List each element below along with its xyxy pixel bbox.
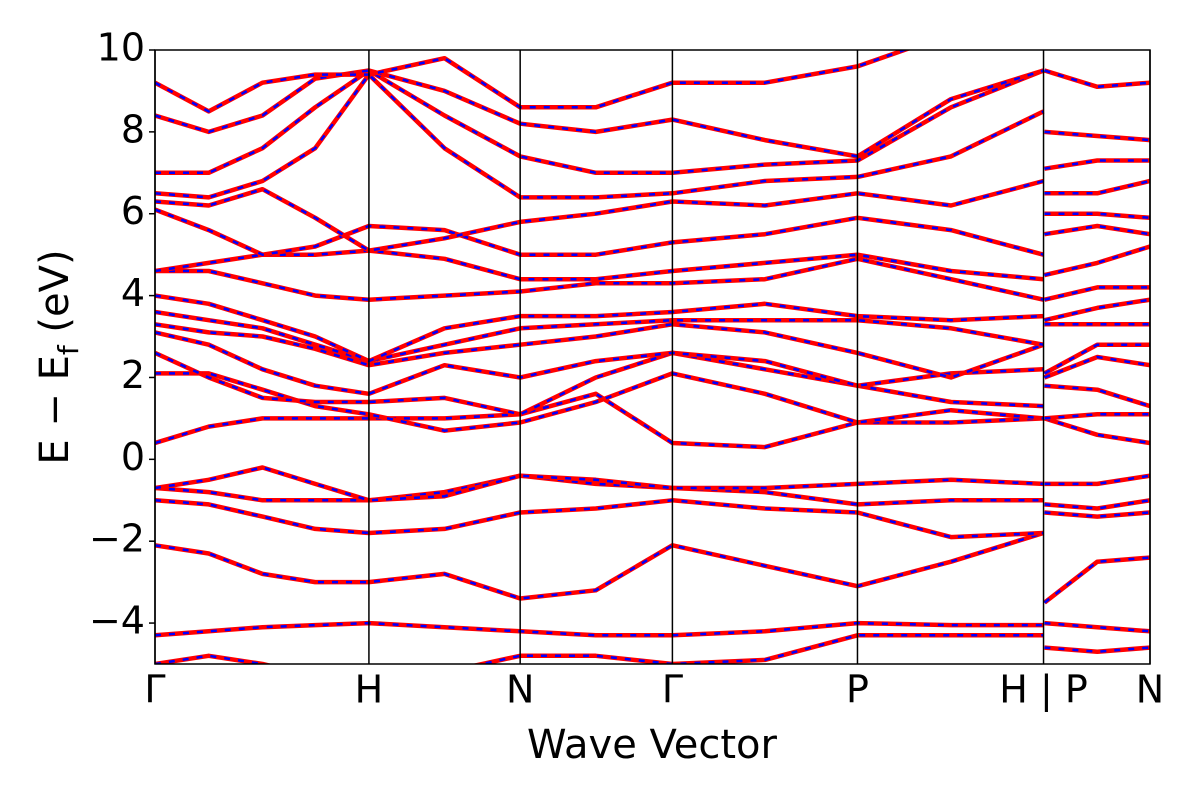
y-tick-label: −2 <box>89 517 145 561</box>
x-tick-label: Γ <box>662 668 683 712</box>
y-tick-label: −4 <box>89 599 145 643</box>
y-tick-label: 2 <box>121 353 145 397</box>
band-overlay <box>155 323 1150 379</box>
band-overlay <box>155 310 1150 363</box>
bands <box>155 50 1150 664</box>
band-overlay <box>155 208 1150 256</box>
band-line <box>155 72 1150 200</box>
y-label-suffix: (eV) <box>32 249 78 345</box>
band-overlay <box>155 372 1150 432</box>
band-line <box>155 256 1150 302</box>
band-line <box>155 498 1150 540</box>
x-tick-label: H <box>355 668 384 712</box>
x-tick-label: N <box>506 668 534 712</box>
band-line <box>155 465 1150 503</box>
band-overlay <box>155 531 1150 604</box>
y-label-subscript: f <box>52 344 85 355</box>
x-tick-label: N <box>1136 668 1164 712</box>
x-tick-label: Γ <box>144 668 165 712</box>
band-overlay <box>155 466 1150 502</box>
x-axis-label: Wave Vector <box>527 722 778 768</box>
y-label-text: E − E <box>32 355 78 465</box>
y-tick-label: 0 <box>121 435 145 479</box>
y-tick-label: 4 <box>121 271 145 315</box>
band-line <box>155 530 1150 605</box>
band-overlay <box>155 50 1150 113</box>
band-line <box>155 244 1150 282</box>
axes: Γ H N Γ P H | P N −4 −2 0 2 4 6 8 10 <box>89 26 1164 713</box>
band-overlay <box>155 634 1150 664</box>
band-overlay <box>155 69 1150 158</box>
band-line <box>155 50 1150 114</box>
y-tick-label: 10 <box>97 26 145 70</box>
band-overlay <box>155 179 1150 252</box>
plot-frame <box>154 49 1151 665</box>
x-tick-label: P <box>846 668 869 712</box>
band-overlay <box>155 72 1150 199</box>
y-axis-label: E − Ef (eV) <box>32 249 85 464</box>
x-tick-label: H | P <box>999 668 1087 713</box>
y-tick-label: 6 <box>121 189 145 233</box>
band-overlay <box>155 499 1150 539</box>
y-tick-label: 8 <box>121 107 145 151</box>
